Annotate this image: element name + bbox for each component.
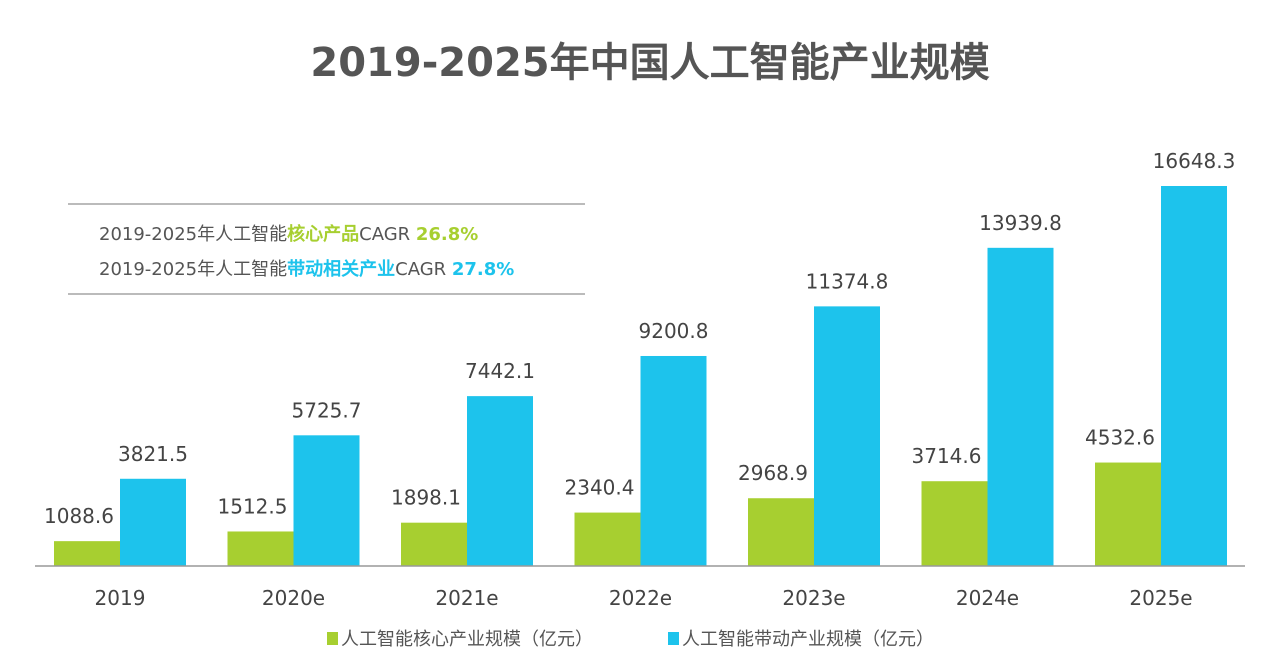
bar-related-2022e (640, 355, 707, 566)
legend-label-core: 人工智能核心产业规模（亿元） (341, 629, 593, 650)
cagr-core: 2019-2025年人工智能核心产品CAGR 26.8% (99, 223, 478, 245)
data-label-related-2020e: 5725.7 (292, 398, 362, 422)
x-tick-2022e: 2022e (609, 586, 672, 610)
x-tick-2024e: 2024e (956, 586, 1019, 610)
data-label-core-2019: 1088.6 (44, 504, 114, 528)
legend-swatch-related (668, 632, 679, 645)
data-label-core-2020e: 1512.5 (218, 494, 288, 518)
bar-related-2024e (987, 247, 1054, 566)
data-label-related-2021e: 7442.1 (465, 359, 535, 383)
data-label-core-2022e: 2340.4 (565, 476, 635, 500)
data-label-related-2025e: 16648.3 (1153, 149, 1236, 173)
bar-core-2023e (748, 498, 814, 566)
bar-related-2020e (293, 435, 360, 566)
x-tick-2023e: 2023e (782, 586, 845, 610)
chart-title: 2019-2025年中国人工智能产业规模 (310, 40, 989, 86)
x-tick-2025e: 2025e (1129, 586, 1192, 610)
bar-core-2021e (401, 522, 467, 566)
data-label-related-2024e: 13939.8 (979, 211, 1062, 235)
data-label-core-2025e: 4532.6 (1085, 426, 1155, 450)
legend: 人工智能核心产业规模（亿元） 人工智能带动产业规模（亿元） (327, 629, 934, 650)
x-tick-2021e: 2021e (435, 586, 498, 610)
legend-label-related: 人工智能带动产业规模（亿元） (682, 629, 934, 650)
data-label-related-2022e: 9200.8 (639, 319, 709, 343)
x-tick-2020e: 2020e (262, 586, 325, 610)
legend-swatch-core (327, 632, 338, 645)
x-tick-2019: 2019 (95, 586, 146, 610)
bar-core-2024e (921, 481, 988, 566)
bar-core-2022e (574, 512, 641, 566)
bar-related-2025e (1161, 186, 1227, 566)
bar-related-2023e (814, 306, 880, 566)
cagr-related: 2019-2025年人工智能带动相关产业CAGR 27.8% (99, 258, 514, 280)
bar-related-2019 (120, 478, 186, 566)
bar-core-2025e (1095, 462, 1161, 566)
data-label-core-2021e: 1898.1 (391, 486, 461, 510)
bar-core-2019 (54, 541, 120, 566)
data-label-related-2023e: 11374.8 (806, 269, 889, 293)
bar-related-2021e (467, 396, 533, 566)
data-label-core-2023e: 2968.9 (738, 461, 808, 485)
data-label-core-2024e: 3714.6 (912, 444, 982, 468)
bar-core-2020e (227, 531, 294, 566)
data-label-related-2019: 3821.5 (118, 442, 188, 466)
